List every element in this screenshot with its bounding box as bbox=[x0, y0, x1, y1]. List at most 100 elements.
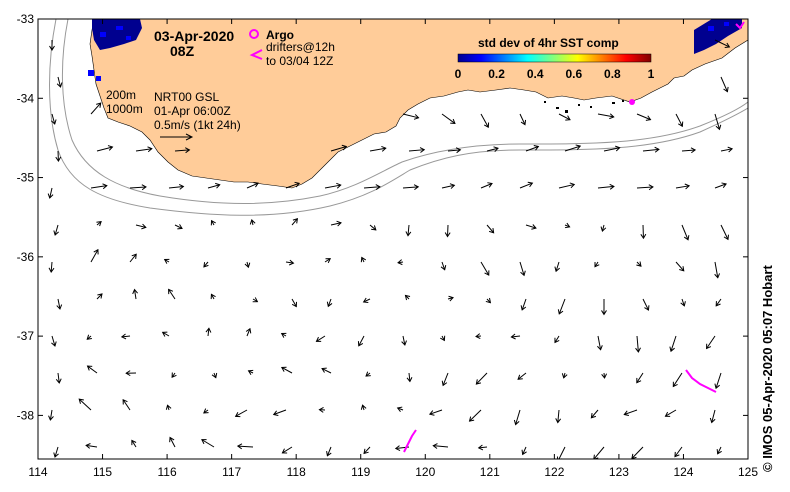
map-time: 08Z bbox=[170, 43, 195, 59]
current-vector bbox=[168, 186, 184, 189]
current-vector bbox=[558, 113, 571, 121]
current-vector bbox=[237, 445, 254, 448]
drifter-tracks bbox=[403, 21, 745, 453]
current-vector-head bbox=[272, 410, 279, 416]
current-vector-head bbox=[678, 121, 684, 128]
current-vector bbox=[291, 298, 297, 307]
current-vector-head bbox=[177, 224, 183, 230]
current-vector bbox=[714, 261, 719, 278]
colorbar-tick-label: 0.2 bbox=[488, 67, 505, 81]
current-vector-head bbox=[440, 335, 446, 342]
current-vector-head bbox=[683, 235, 690, 241]
product-time: 01-Apr 06:00Z bbox=[154, 104, 231, 118]
current-vector bbox=[674, 446, 683, 457]
current-vector-head bbox=[48, 415, 54, 421]
argo-float-marker bbox=[629, 99, 635, 105]
current-vector-head bbox=[714, 383, 720, 390]
current-vector bbox=[597, 113, 614, 118]
current-vector-head bbox=[252, 297, 259, 303]
current-vector-head bbox=[362, 297, 369, 304]
current-vector-head bbox=[85, 443, 91, 449]
current-vector-head bbox=[555, 418, 562, 424]
current-vector-head bbox=[714, 273, 721, 279]
current-vector bbox=[631, 446, 644, 459]
current-vector bbox=[282, 446, 293, 454]
current-vector-head bbox=[102, 183, 108, 190]
current-vector-head bbox=[396, 406, 403, 413]
current-vector-head bbox=[86, 334, 92, 340]
current-vector bbox=[597, 335, 602, 350]
lon-tick-label: 116 bbox=[158, 465, 177, 479]
current-vector bbox=[442, 372, 449, 386]
current-vector bbox=[402, 186, 419, 189]
current-vector-head bbox=[47, 193, 54, 199]
current-vector bbox=[96, 293, 103, 300]
current-vector-head bbox=[78, 398, 84, 404]
current-vector bbox=[715, 298, 722, 307]
current-vector bbox=[169, 437, 176, 448]
current-vector-head bbox=[487, 182, 493, 188]
current-vector-head bbox=[132, 288, 138, 295]
current-vector bbox=[555, 261, 560, 272]
current-vector-head bbox=[96, 102, 102, 108]
lon-tick-label: 118 bbox=[287, 465, 306, 479]
current-vector-head bbox=[236, 443, 243, 450]
current-vector-head bbox=[49, 45, 55, 51]
current-vector-head bbox=[171, 372, 177, 378]
current-vector-head bbox=[593, 454, 599, 459]
current-vector bbox=[558, 298, 566, 315]
current-vector-head bbox=[594, 262, 600, 268]
current-vector bbox=[624, 409, 638, 415]
current-vector-head bbox=[564, 222, 571, 229]
current-vector-head bbox=[53, 230, 59, 236]
current-vector bbox=[408, 149, 425, 152]
current-vector-head bbox=[185, 147, 191, 154]
current-vector bbox=[636, 113, 651, 121]
current-vector bbox=[327, 298, 332, 307]
current-vector-head bbox=[441, 380, 448, 387]
lat-tick-label: -35 bbox=[17, 171, 35, 185]
current-vector bbox=[429, 409, 443, 415]
current-vector bbox=[330, 146, 347, 152]
current-vector bbox=[636, 261, 642, 267]
current-vector-head bbox=[640, 233, 647, 240]
current-vector bbox=[597, 185, 614, 189]
current-vector-head bbox=[341, 144, 348, 151]
current-vector bbox=[642, 148, 659, 152]
current-vector-head bbox=[679, 266, 685, 272]
longitude-axis: 114 115 116 117 118 119 120 121 122 123 124 125 bbox=[28, 19, 758, 479]
current-vector-head bbox=[706, 343, 712, 350]
lon-tick-label: 125 bbox=[738, 465, 758, 479]
current-vector bbox=[90, 185, 107, 189]
current-vector bbox=[235, 409, 248, 417]
current-vector bbox=[121, 335, 131, 338]
colorbar-tick-label: 0.4 bbox=[527, 67, 544, 81]
current-vector bbox=[720, 76, 728, 92]
drifter-legend-marker bbox=[249, 49, 263, 60]
current-vector-head bbox=[318, 406, 324, 413]
current-vector-head bbox=[654, 146, 660, 153]
current-vector-head bbox=[680, 301, 686, 307]
isobath-label-1000m: 1000m bbox=[106, 102, 143, 116]
current-vector-head bbox=[326, 451, 332, 457]
current-vector-head bbox=[600, 226, 607, 232]
colorbar-tick-label: 0.6 bbox=[565, 67, 582, 81]
current-vector-head bbox=[203, 262, 209, 268]
current-vector-head bbox=[455, 147, 462, 154]
current-vector-head bbox=[413, 184, 420, 191]
current-vector bbox=[475, 372, 488, 385]
current-vector-head bbox=[56, 82, 63, 88]
current-vector bbox=[672, 372, 683, 387]
current-vector bbox=[316, 335, 326, 342]
current-vector-head bbox=[554, 337, 560, 344]
current-vector-head bbox=[336, 220, 342, 227]
current-vector-head bbox=[397, 259, 403, 266]
current-vector-head bbox=[521, 449, 527, 456]
current-vector bbox=[207, 328, 210, 337]
current-vector-head bbox=[131, 253, 137, 259]
current-vector bbox=[441, 184, 455, 189]
current-vector bbox=[363, 298, 371, 303]
current-vector-head bbox=[336, 182, 342, 189]
current-vector bbox=[363, 446, 371, 454]
current-vector-head bbox=[531, 224, 537, 230]
